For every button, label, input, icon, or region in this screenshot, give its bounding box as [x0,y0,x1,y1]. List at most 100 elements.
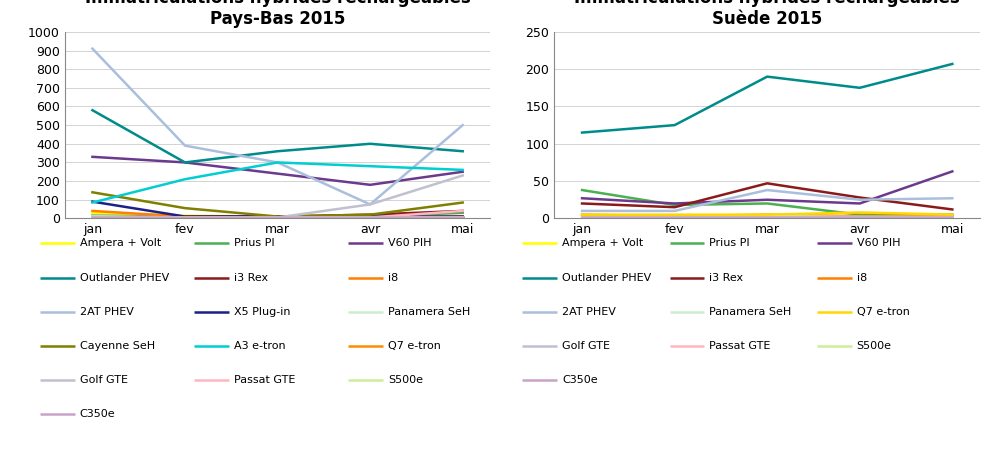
Cayenne SeH [364,212,376,217]
Text: S500e: S500e [856,341,891,351]
Prius PI [271,214,283,219]
Line: Prius PI: Prius PI [581,190,951,215]
Q7 e-tron [456,215,468,220]
Ampera + Volt [576,213,587,219]
i3 Rex [271,214,283,219]
Line: Ampera + Volt: Ampera + Volt [92,213,462,217]
Panamera SeH [668,214,680,220]
2AT PHEV [364,202,376,207]
Line: Outlander PHEV: Outlander PHEV [581,64,951,132]
S500e [456,215,468,220]
X5 Plug-in [364,214,376,219]
Title: Immatriculations hybrides rechargeables
Suède 2015: Immatriculations hybrides rechargeables … [574,0,959,27]
Text: C350e: C350e [562,375,597,385]
S500e [86,214,98,219]
Line: i3 Rex: i3 Rex [581,183,951,209]
Text: Prius PI: Prius PI [709,238,749,248]
S500e [576,214,587,220]
C350e [668,214,680,220]
Outlander PHEV [456,148,468,154]
Passat GTE [364,215,376,220]
Text: Panamera SeH: Panamera SeH [709,307,791,317]
Outlander PHEV [760,74,772,79]
Passat GTE [576,214,587,220]
Outlander PHEV [576,130,587,135]
Text: V60 PIH: V60 PIH [388,238,431,248]
Text: C350e: C350e [80,409,115,419]
Passat GTE [271,215,283,220]
Line: 2AT PHEV: 2AT PHEV [581,190,951,211]
i3 Rex [86,214,98,219]
Passat GTE [853,214,865,220]
2AT PHEV [760,187,772,193]
Line: Q7 e-tron: Q7 e-tron [581,212,951,215]
Ampera + Volt [760,214,772,220]
i3 Rex [364,212,376,217]
Text: i3 Rex: i3 Rex [234,273,267,283]
i3 Rex [179,214,191,219]
i3 Rex [456,208,468,214]
i8 [456,214,468,219]
Ampera + Volt [668,214,680,220]
Text: S500e: S500e [388,375,422,385]
Passat GTE [760,214,772,220]
Text: i8: i8 [856,273,866,283]
A3 e-tron [179,177,191,182]
Golf GTE [853,214,865,220]
Line: Ampera + Volt: Ampera + Volt [581,216,951,217]
Prius PI [853,212,865,217]
Prius PI [86,213,98,218]
S500e [271,215,283,220]
i8 [760,212,772,217]
Outlander PHEV [945,61,957,67]
Cayenne SeH [86,190,98,195]
Ampera + Volt [179,213,191,218]
V60 PIH [668,201,680,206]
C350e [760,214,772,220]
X5 Plug-in [271,214,283,219]
V60 PIH [760,197,772,202]
Panamera SeH [364,215,376,220]
C350e [86,215,98,220]
Golf GTE [668,214,680,220]
Panamera SeH [456,215,468,220]
Line: i3 Rex: i3 Rex [92,211,462,217]
V60 PIH [576,196,587,201]
Q7 e-tron [760,212,772,217]
Prius PI [179,214,191,219]
Golf GTE [179,215,191,220]
Ampera + Volt [853,214,865,220]
Text: Passat GTE: Passat GTE [234,375,295,385]
Text: 2AT PHEV: 2AT PHEV [80,307,133,317]
Text: Ampera + Volt: Ampera + Volt [80,238,161,248]
Golf GTE [364,202,376,207]
Ampera + Volt [945,214,957,220]
Line: A3 e-tron: A3 e-tron [92,162,462,202]
Cayenne SeH [456,200,468,205]
Passat GTE [456,208,468,214]
Ampera + Volt [271,214,283,219]
Passat GTE [86,215,98,220]
Cayenne SeH [179,205,191,211]
Prius PI [364,214,376,219]
Golf GTE [456,173,468,178]
Text: i3 Rex: i3 Rex [709,273,743,283]
Text: Golf GTE: Golf GTE [562,341,609,351]
Prius PI [760,201,772,206]
2AT PHEV [456,122,468,128]
Prius PI [945,212,957,217]
Line: Prius PI: Prius PI [92,213,462,217]
Line: Outlander PHEV: Outlander PHEV [92,110,462,162]
V60 PIH [945,169,957,174]
X5 Plug-in [179,214,191,219]
Outlander PHEV [853,85,865,91]
Text: Ampera + Volt: Ampera + Volt [562,238,643,248]
Panamera SeH [86,214,98,219]
Line: Cayenne SeH: Cayenne SeH [92,192,462,217]
Ampera + Volt [86,210,98,216]
Line: V60 PIH: V60 PIH [92,157,462,185]
Golf GTE [760,214,772,220]
Outlander PHEV [668,122,680,128]
Ampera + Volt [456,214,468,219]
Title: Immatriculations hybrides rechargeables
Pays-Bas 2015: Immatriculations hybrides rechargeables … [84,0,470,27]
